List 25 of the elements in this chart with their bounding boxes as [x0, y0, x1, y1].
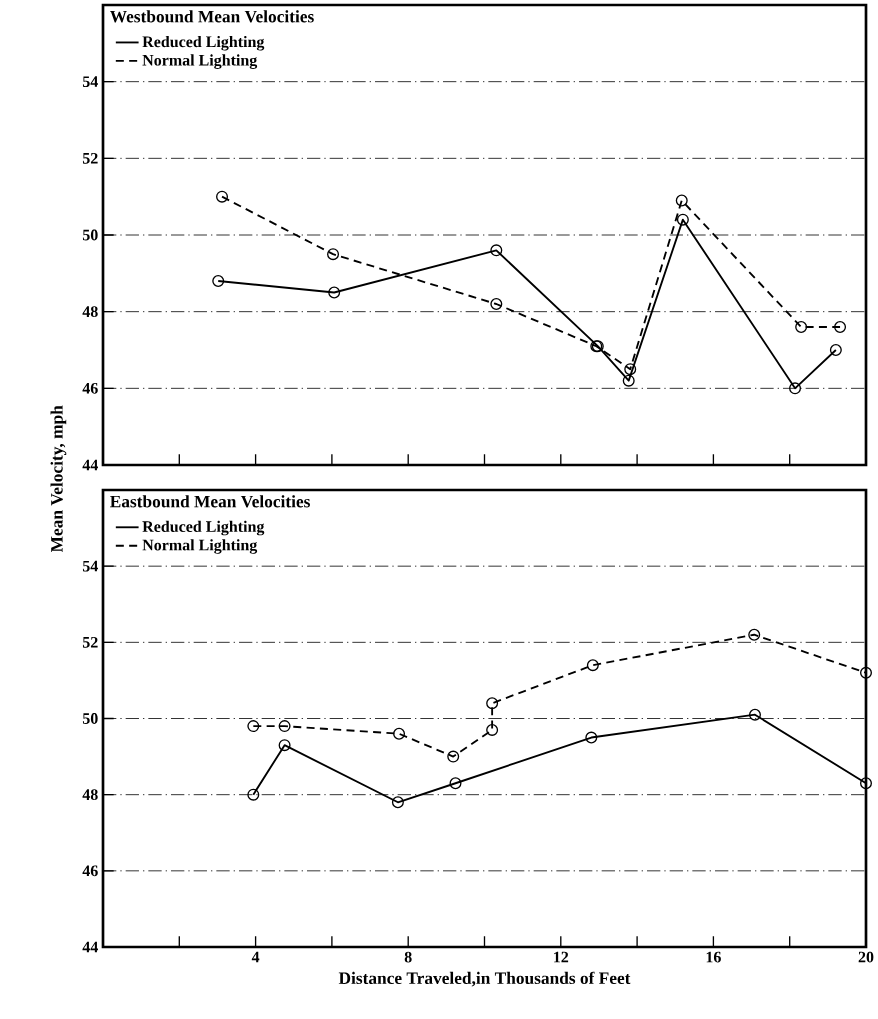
- x-tick-label: 8: [404, 951, 412, 963]
- legend-label: Reduced Lighting: [142, 35, 265, 51]
- y-tick-label: 52: [82, 152, 98, 164]
- y-tick-label: 50: [82, 713, 98, 724]
- legend-label: Normal Lighting: [142, 54, 257, 69]
- y-tick-label: 54: [82, 76, 98, 87]
- y-tick-label: 54: [82, 560, 98, 572]
- y-tick-label: 44: [82, 941, 98, 953]
- x-tick-label: 20: [858, 951, 874, 963]
- x-tick-label: 16: [706, 951, 721, 963]
- x-axis-title: Distance Traveled,in Thousands of Feet: [338, 971, 631, 987]
- x-tick-label: 12: [553, 951, 568, 963]
- y-tick-label: 46: [82, 382, 98, 394]
- y-tick-label: 48: [82, 789, 98, 801]
- y-tick-label: 50: [82, 229, 98, 241]
- x-tick-label: 4: [251, 951, 260, 963]
- y-tick-label: 44: [82, 459, 98, 471]
- y-tick-label: 48: [82, 306, 98, 318]
- chart-title: Eastbound Mean Velocities: [109, 495, 310, 508]
- chart-title: Westbound Mean Velocities: [109, 10, 314, 23]
- y-tick-label: 46: [82, 865, 98, 877]
- legend-label: Reduced Lighting: [142, 520, 265, 536]
- y-axis-title: Mean Velocity, mph: [50, 405, 67, 553]
- y-tick-label: 52: [82, 636, 98, 648]
- legend-label: Normal Lighting: [142, 539, 257, 554]
